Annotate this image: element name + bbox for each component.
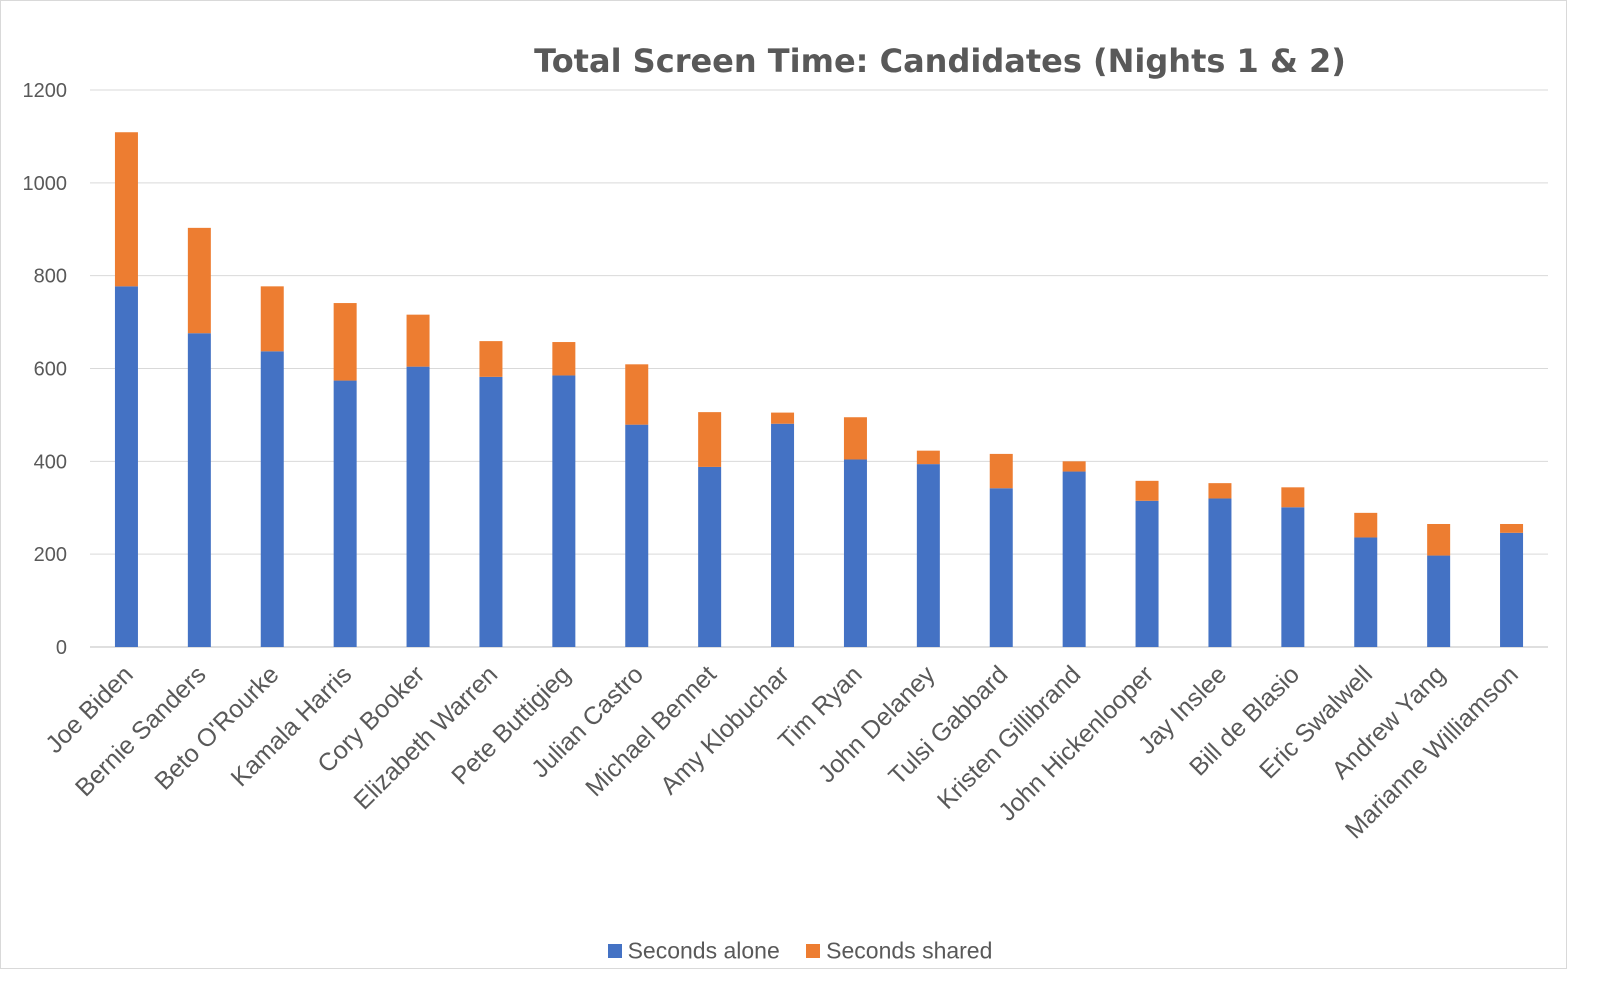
bar-seconds-shared xyxy=(479,341,503,377)
bar-seconds-alone xyxy=(771,423,795,647)
y-tick-label: 400 xyxy=(34,451,67,473)
gridlines xyxy=(90,89,1548,648)
bar-seconds-shared xyxy=(1135,480,1159,501)
y-tick-label: 0 xyxy=(56,637,67,659)
legend-item-seconds-shared: Seconds shared xyxy=(806,936,992,964)
bar-seconds-alone xyxy=(187,333,211,647)
bar-seconds-alone xyxy=(625,424,649,647)
y-tick-label: 600 xyxy=(34,359,67,381)
bar-seconds-shared xyxy=(916,450,940,465)
legend-label-seconds-alone: Seconds alone xyxy=(627,937,780,964)
legend-swatch-seconds-alone xyxy=(607,943,622,958)
x-category-label: Bernie Sanders xyxy=(70,660,212,802)
bar-seconds-shared xyxy=(187,227,211,334)
bar-seconds-shared xyxy=(1208,483,1232,499)
bar-seconds-alone xyxy=(698,466,722,647)
bar-seconds-shared xyxy=(114,132,138,287)
bar-seconds-shared xyxy=(260,286,284,352)
x-category-label: Amy Klobuchar xyxy=(655,660,795,800)
bar-seconds-shared xyxy=(1500,523,1524,533)
legend: Seconds alone Seconds shared xyxy=(0,935,1600,964)
bar-seconds-alone xyxy=(1208,498,1232,647)
bar-seconds-alone xyxy=(406,366,430,647)
bar-seconds-alone xyxy=(1427,555,1451,647)
y-tick-label: 800 xyxy=(34,266,67,288)
bar-seconds-shared xyxy=(1281,487,1305,508)
y-axis-ticks: 0 200 400 600 800 1000 1200 xyxy=(23,80,68,659)
y-tick-label: 1000 xyxy=(23,173,68,195)
legend-swatch-seconds-shared xyxy=(806,943,821,958)
bar-seconds-alone xyxy=(843,459,867,647)
x-category-label: Beto O'Rourke xyxy=(149,660,284,795)
bar-seconds-alone xyxy=(1281,507,1305,647)
bar-seconds-alone xyxy=(1062,471,1086,647)
bar-seconds-shared xyxy=(333,303,357,381)
bar-seconds-shared xyxy=(625,364,649,425)
bar-seconds-shared xyxy=(989,453,1013,489)
bar-seconds-alone xyxy=(114,286,138,647)
x-category-label: Michael Bennet xyxy=(580,660,722,802)
bar-seconds-alone xyxy=(1135,500,1159,647)
bar-seconds-shared xyxy=(1427,523,1451,556)
bar-seconds-shared xyxy=(771,412,795,424)
bar-seconds-shared xyxy=(698,412,722,467)
bar-seconds-alone xyxy=(333,380,357,647)
bar-seconds-shared xyxy=(406,314,430,367)
bar-seconds-alone xyxy=(989,488,1013,647)
bar-seconds-alone xyxy=(916,464,940,647)
bars xyxy=(114,132,1524,647)
legend-label-seconds-shared: Seconds shared xyxy=(826,937,993,964)
bar-seconds-alone xyxy=(552,375,576,647)
bar-seconds-shared xyxy=(552,342,576,376)
bar-seconds-shared xyxy=(1354,512,1378,538)
y-tick-label: 200 xyxy=(34,544,67,566)
bar-seconds-alone xyxy=(1354,537,1378,647)
bar-seconds-shared xyxy=(1062,461,1086,472)
legend-item-seconds-alone: Seconds alone xyxy=(607,936,780,964)
bar-seconds-alone xyxy=(260,351,284,647)
bar-seconds-alone xyxy=(479,376,503,647)
y-tick-label: 1200 xyxy=(23,80,68,102)
bar-seconds-shared xyxy=(843,417,867,460)
bar-seconds-alone xyxy=(1500,532,1524,647)
chart-title: Total Screen Time: Candidates (Nights 1 … xyxy=(534,42,1346,80)
